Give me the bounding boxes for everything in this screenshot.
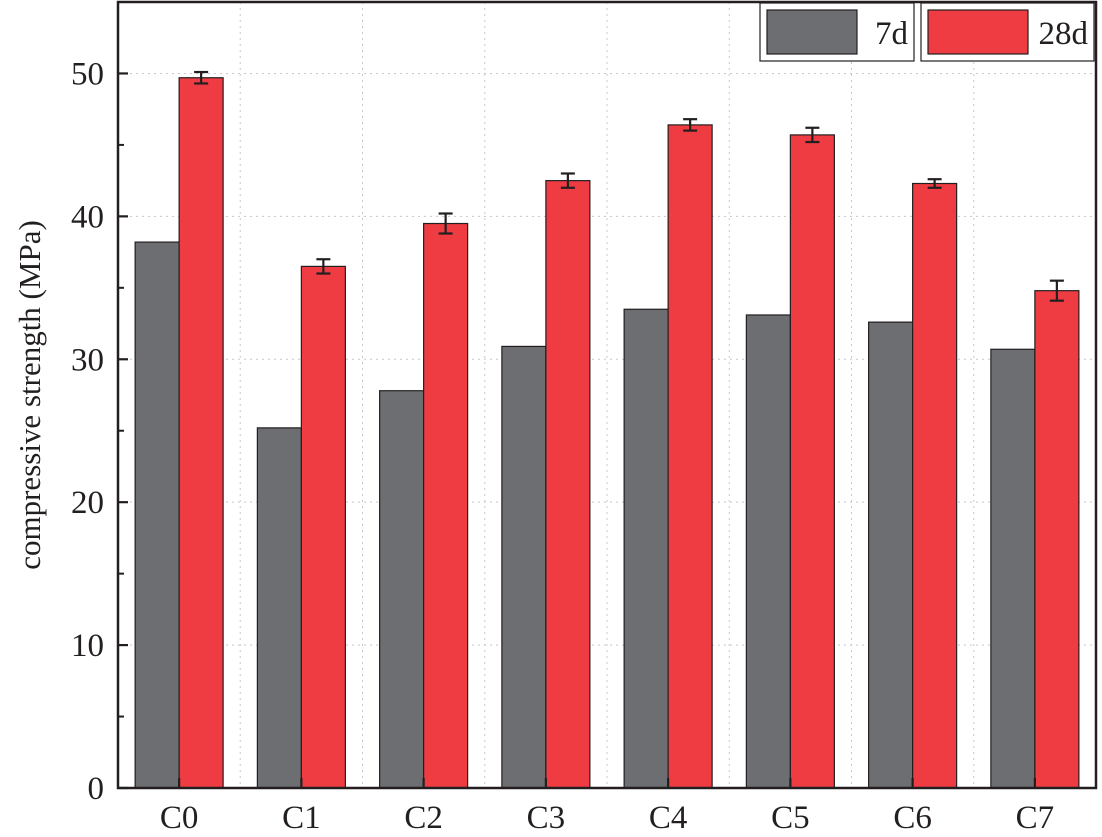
error-bar-c6-28d <box>927 178 942 189</box>
bars <box>134 77 1080 789</box>
x-tick-label: C4 <box>649 800 688 836</box>
error-bar-c7-28d <box>1049 279 1064 302</box>
legend-swatch <box>927 9 1029 55</box>
error-bars <box>194 70 1064 302</box>
legend-item-28d: 28d <box>920 2 1095 62</box>
x-tick-label: C3 <box>527 800 566 836</box>
bar-c2-28d <box>423 222 469 789</box>
error-bar-c0-28d <box>194 70 209 85</box>
error-bar-c3-28d <box>560 172 575 189</box>
error-bar-c2-28d <box>438 212 453 235</box>
x-tick-label: C2 <box>404 800 443 836</box>
error-bar-c5-28d <box>805 126 820 144</box>
error-bar-c1-28d <box>316 258 331 275</box>
bar-c3-7d <box>501 345 547 789</box>
x-axis: C0 C1 C2 C3 C4 C5 C6 C7 <box>160 778 1054 836</box>
bar-c4-7d <box>623 308 669 789</box>
legend: 7d 28d <box>759 2 1095 62</box>
bar-c6-7d <box>868 321 914 789</box>
plot-frame <box>116 0 1098 790</box>
bar-c4-28d <box>667 124 713 789</box>
legend-label: 28d <box>1039 16 1089 52</box>
x-tick-label: C7 <box>1016 800 1055 836</box>
y-tick-label: 20 <box>71 485 104 521</box>
bar-c0-28d <box>178 77 224 789</box>
bar-c2-7d <box>379 390 425 789</box>
y-tick-label: 10 <box>71 628 104 664</box>
y-tick-label: 40 <box>71 199 104 235</box>
bar-c7-7d <box>990 348 1036 789</box>
bar-c1-7d <box>256 427 302 789</box>
x-tick-label: C0 <box>160 800 199 836</box>
legend-item-7d: 7d <box>759 2 915 62</box>
x-tick-label: C1 <box>282 800 321 836</box>
y-tick-label: 30 <box>71 342 104 378</box>
bar-c0-7d <box>134 241 180 789</box>
legend-label: 7d <box>875 16 909 52</box>
error-bar-c4-28d <box>683 118 698 132</box>
bar-c5-7d <box>745 314 791 789</box>
x-tick-label: C6 <box>893 800 932 836</box>
y-axis-label: compressive strength (MPa) <box>12 220 47 570</box>
bar-c6-28d <box>912 182 958 789</box>
bar-c7-28d <box>1034 290 1080 789</box>
bar-c5-28d <box>789 134 835 789</box>
x-tick-label: C5 <box>771 800 810 836</box>
legend-swatch <box>766 9 858 55</box>
y-axis: 0 10 20 30 40 50 <box>71 56 128 807</box>
y-tick-label: 50 <box>71 56 104 92</box>
bar-c1-28d <box>300 265 346 789</box>
bar-c3-28d <box>545 180 591 789</box>
y-tick-label: 0 <box>88 771 105 807</box>
